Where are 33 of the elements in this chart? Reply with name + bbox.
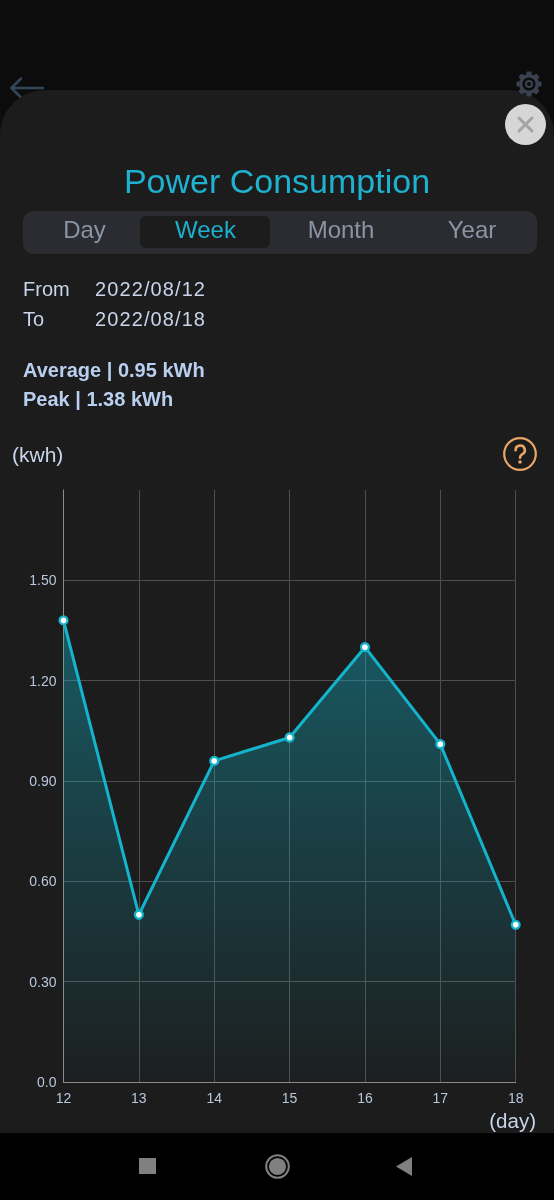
y-tick-label: 0.30 — [29, 973, 57, 990]
point — [284, 732, 295, 743]
x-tick-label: 14 — [206, 1090, 223, 1106]
point — [209, 755, 220, 767]
text: Average | 0.95 kWh — [23, 358, 205, 383]
chart-title: Power Consumption — [123, 161, 431, 202]
x-tick-label: 15 — [281, 1090, 298, 1106]
text: Year — [447, 216, 497, 246]
text: From — [23, 277, 70, 302]
text: Week — [175, 216, 236, 246]
text: 2022/08/18 — [95, 307, 207, 332]
text: Peak | 1.38 kWh — [23, 387, 174, 412]
x-tick-label: 12 — [55, 1090, 72, 1106]
text: 2022/08/12 — [95, 277, 207, 302]
y-tick-label: 0.90 — [29, 772, 57, 789]
text: Month — [307, 216, 375, 246]
x-tick-label: 13 — [131, 1090, 147, 1106]
point — [359, 642, 371, 653]
point — [510, 919, 521, 930]
point — [58, 615, 69, 626]
y-tick-label: 1.20 — [29, 672, 57, 689]
text: To — [23, 307, 45, 332]
y-tick-label: 0.0 — [37, 1074, 57, 1090]
x-tick-label: 17 — [432, 1090, 449, 1106]
y-tick-label: 1.50 — [29, 572, 57, 589]
point — [133, 909, 144, 920]
x-axis-title: (day) — [489, 1109, 536, 1135]
x-tick-label: 16 — [357, 1090, 373, 1106]
y-tick-label: 0.60 — [29, 873, 57, 890]
text: Day — [63, 216, 106, 246]
x-tick-label: 18 — [507, 1090, 524, 1106]
y-axis-title: (kwh) — [12, 441, 64, 468]
point — [435, 739, 446, 750]
